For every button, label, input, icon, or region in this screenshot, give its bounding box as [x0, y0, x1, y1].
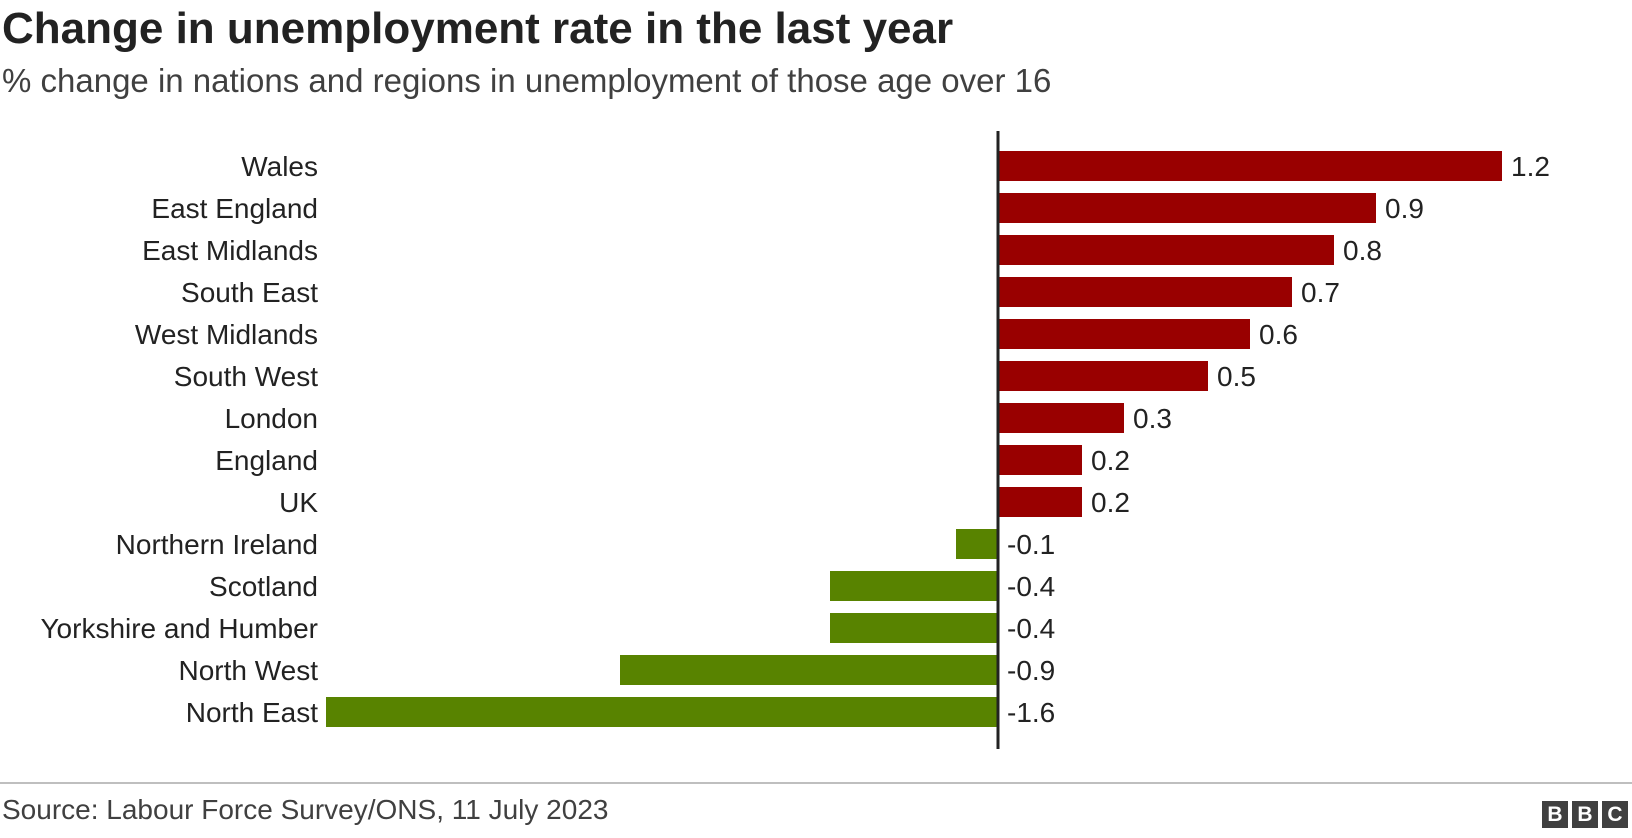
bar: [830, 613, 998, 643]
bar: [998, 319, 1250, 349]
bar: [830, 571, 998, 601]
value-label: -0.4: [1007, 571, 1055, 602]
bar: [998, 277, 1292, 307]
category-label: West Midlands: [135, 319, 318, 350]
bar: [998, 403, 1124, 433]
category-label: South East: [181, 277, 318, 308]
value-label: -0.4: [1007, 613, 1055, 644]
category-label: UK: [279, 487, 318, 518]
value-labels: 1.20.90.80.70.60.50.30.20.2-0.1-0.4-0.4-…: [1007, 151, 1550, 728]
bar: [326, 697, 998, 727]
chart-subtitle: % change in nations and regions in unemp…: [2, 62, 1052, 99]
bar-chart: Wales East England East Midlands South East…: [40, 131, 1550, 749]
category-label: England: [215, 445, 318, 476]
value-label: -0.1: [1007, 529, 1055, 560]
bar: [956, 529, 998, 559]
value-label: -1.6: [1007, 697, 1055, 728]
bar: [998, 361, 1208, 391]
bbc-logo-letter: B: [1572, 801, 1598, 828]
value-label: 0.9: [1385, 193, 1424, 224]
value-label: 0.2: [1091, 445, 1130, 476]
bars: [326, 151, 1502, 727]
value-label: 0.6: [1259, 319, 1298, 350]
value-label: 0.5: [1217, 361, 1256, 392]
bbc-logo-letter: C: [1602, 801, 1628, 828]
category-labels: Wales East England East Midlands South East…: [40, 151, 318, 728]
value-label: 0.7: [1301, 277, 1340, 308]
category-label: London: [225, 403, 318, 434]
bar: [998, 151, 1502, 181]
category-label: South West: [174, 361, 318, 392]
category-label: Wales: [241, 151, 318, 182]
source-note: Source: Labour Force Survey/ONS, 11 July…: [2, 794, 609, 825]
chart-title: Change in unemployment rate in the last …: [2, 4, 954, 53]
bbc-logo: B B C: [1542, 801, 1628, 828]
bar: [620, 655, 998, 685]
category-label: North East: [186, 697, 318, 728]
category-label: North West: [178, 655, 318, 686]
category-label: East Midlands: [142, 235, 318, 266]
category-label: Northern Ireland: [116, 529, 318, 560]
value-label: 0.8: [1343, 235, 1382, 266]
category-label: Scotland: [209, 571, 318, 602]
value-label: 0.3: [1133, 403, 1172, 434]
category-label: Yorkshire and Humber: [40, 613, 318, 644]
value-label: 1.2: [1511, 151, 1550, 182]
footer-divider: [0, 782, 1632, 784]
category-label: East England: [151, 193, 318, 224]
value-label: 0.2: [1091, 487, 1130, 518]
bar: [998, 235, 1334, 265]
bbc-logo-letter: B: [1542, 801, 1568, 828]
bar: [998, 487, 1082, 517]
bar: [998, 193, 1376, 223]
bar: [998, 445, 1082, 475]
value-label: -0.9: [1007, 655, 1055, 686]
